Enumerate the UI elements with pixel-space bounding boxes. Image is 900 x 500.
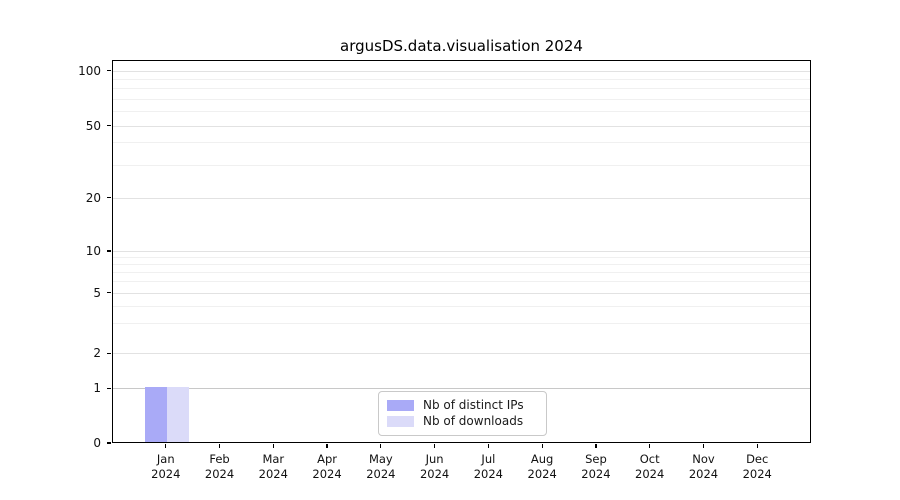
x-tick-label: Sep 2024 <box>564 452 628 482</box>
bar-distinct-ips <box>144 387 167 442</box>
x-tick-month: Aug <box>530 452 554 466</box>
x-tick-mark <box>487 444 489 448</box>
x-tick-mark <box>756 444 758 448</box>
y-tick-label: 1 <box>93 381 101 396</box>
x-tick-mark <box>434 444 436 448</box>
legend-swatch <box>387 416 414 427</box>
y-tick-mark <box>107 70 111 72</box>
x-tick-year: 2024 <box>581 467 611 481</box>
y-tick-label: 100 <box>78 63 101 78</box>
major-gridline <box>113 353 810 355</box>
x-tick-year: 2024 <box>366 467 396 481</box>
x-tick-mark <box>649 444 651 448</box>
x-tick-label: Apr 2024 <box>295 452 359 482</box>
y-tick-label: 20 <box>85 190 101 205</box>
y-tick-mark <box>107 442 111 444</box>
minor-gridline <box>113 264 810 266</box>
x-tick-mark <box>702 444 705 448</box>
x-tick-year: 2024 <box>742 467 772 481</box>
y-tick-mark <box>107 291 111 294</box>
x-tick-label: Jul 2024 <box>456 452 520 482</box>
minor-gridline <box>113 110 810 112</box>
minor-gridline <box>113 98 810 100</box>
legend-label: Nb of downloads <box>423 414 524 428</box>
x-tick-year: 2024 <box>312 467 342 481</box>
x-tick-label: Aug 2024 <box>510 452 574 482</box>
major-gridline <box>113 388 810 390</box>
x-tick-month: Oct <box>639 452 660 466</box>
plot-area <box>112 60 811 443</box>
x-tick-month: Dec <box>746 452 769 466</box>
major-gridline <box>113 251 810 252</box>
legend-entry: Nb of distinct IPs <box>387 398 538 413</box>
major-gridline <box>113 292 810 294</box>
minor-gridline <box>113 257 810 259</box>
x-tick-month: Feb <box>209 452 230 466</box>
x-tick-month: Apr <box>317 452 338 466</box>
minor-gridline <box>113 78 810 80</box>
x-tick-year: 2024 <box>527 467 557 481</box>
x-tick-year: 2024 <box>419 467 450 481</box>
x-tick-year: 2024 <box>204 467 235 481</box>
x-tick-label: Jun 2024 <box>403 452 467 482</box>
minor-gridline <box>113 88 810 90</box>
x-tick-mark <box>165 444 167 448</box>
y-tick-mark <box>107 197 111 199</box>
x-tick-year: 2024 <box>473 467 504 481</box>
legend-entry: Nb of downloads <box>387 414 538 429</box>
y-tick-mark <box>107 387 111 389</box>
y-tick-mark <box>107 125 111 127</box>
x-tick-month: Mar <box>262 452 285 466</box>
minor-gridline <box>113 322 810 324</box>
x-tick-month: Nov <box>692 452 715 466</box>
x-tick-month: Jul <box>481 452 496 466</box>
x-tick-mark <box>541 444 543 448</box>
x-tick-year: 2024 <box>635 467 665 481</box>
x-tick-year: 2024 <box>151 467 181 481</box>
x-tick-year: 2024 <box>688 467 719 481</box>
x-tick-mark <box>595 444 597 448</box>
y-tick-label: 10 <box>85 244 101 258</box>
x-tick-month: Jan <box>156 452 175 466</box>
major-gridline <box>113 70 810 72</box>
minor-gridline <box>113 281 810 283</box>
x-tick-label: Oct 2024 <box>618 452 682 482</box>
x-tick-label: Nov 2024 <box>671 452 735 482</box>
x-tick-label: Mar 2024 <box>241 452 305 482</box>
x-tick-label: Dec 2024 <box>725 452 789 482</box>
legend-swatch <box>387 400 414 411</box>
legend-label: Nb of distinct IPs <box>423 398 524 412</box>
x-tick-label: Jan 2024 <box>134 452 198 482</box>
major-gridline <box>113 197 810 199</box>
bar-downloads <box>166 387 189 442</box>
y-tick-label: 2 <box>93 346 101 361</box>
x-tick-month: May <box>368 452 393 466</box>
minor-gridline <box>113 305 810 307</box>
minor-gridline <box>113 142 810 144</box>
chart-title: argusDS.data.visualisation 2024 <box>340 37 583 55</box>
x-tick-mark <box>380 444 382 448</box>
y-tick-label: 50 <box>85 118 101 133</box>
y-tick-label: 5 <box>93 285 101 300</box>
x-tick-month: Jun <box>425 452 444 466</box>
legend: Nb of distinct IPs Nb of downloads <box>378 391 547 436</box>
x-tick-mark <box>272 444 274 448</box>
x-tick-year: 2024 <box>258 467 288 481</box>
minor-gridline <box>113 164 810 166</box>
x-tick-month: Sep <box>585 452 607 466</box>
major-gridline <box>113 125 810 127</box>
x-tick-mark <box>218 444 221 448</box>
x-tick-label: Feb 2024 <box>188 452 252 482</box>
x-tick-mark <box>326 444 328 448</box>
y-tick-mark <box>107 250 111 252</box>
y-tick-mark <box>107 352 111 354</box>
x-tick-label: May 2024 <box>349 452 413 482</box>
minor-gridline <box>113 272 810 274</box>
y-tick-label: 0 <box>93 436 101 450</box>
